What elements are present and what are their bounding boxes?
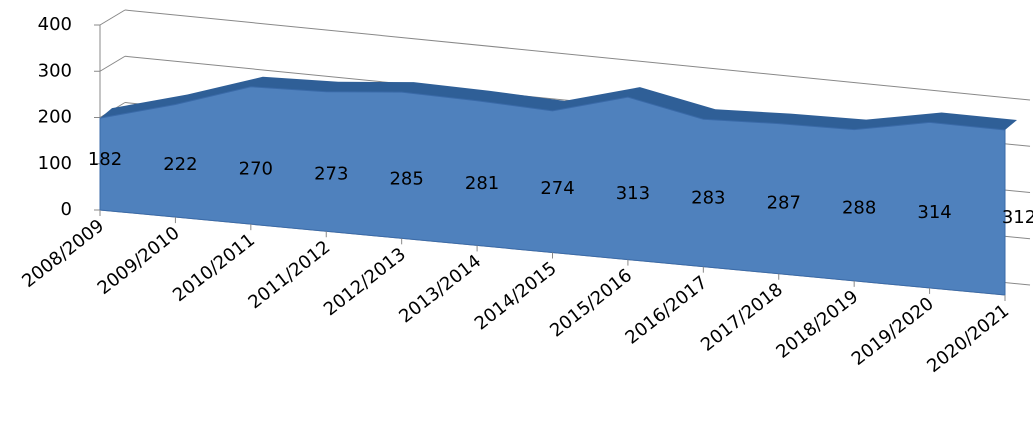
y-tick-label: 0 <box>61 199 72 220</box>
y-tick-label: 300 <box>38 60 72 81</box>
y-tick-label: 400 <box>38 14 72 35</box>
value-label: 222 <box>163 154 197 175</box>
value-label: 281 <box>465 173 499 194</box>
value-label: 283 <box>691 188 725 209</box>
value-label: 314 <box>917 202 951 223</box>
area <box>99 86 1006 296</box>
value-label: 313 <box>616 183 650 204</box>
value-label: 312 <box>1002 207 1033 228</box>
value-label: 285 <box>389 168 423 189</box>
y-tick-label: 200 <box>38 107 72 128</box>
x-tick-label: 2013/2014 <box>395 251 485 328</box>
value-label: 270 <box>239 159 273 180</box>
x-tick-label: 2020/2021 <box>923 300 1013 377</box>
value-label: 287 <box>767 193 801 214</box>
grid-line <box>99 55 126 72</box>
x-tick-label: 2010/2011 <box>169 229 259 306</box>
x-tick-label: 2016/2017 <box>622 272 712 349</box>
x-tick-label: 2019/2020 <box>848 293 938 370</box>
value-label: 288 <box>842 197 876 218</box>
area-top <box>100 76 1017 130</box>
value-label: 273 <box>314 164 348 185</box>
value-label: 182 <box>88 149 122 170</box>
grid-line <box>99 9 126 26</box>
grid-line <box>124 9 1031 101</box>
y-tick-label: 100 <box>38 153 72 174</box>
value-label: 274 <box>540 178 574 199</box>
